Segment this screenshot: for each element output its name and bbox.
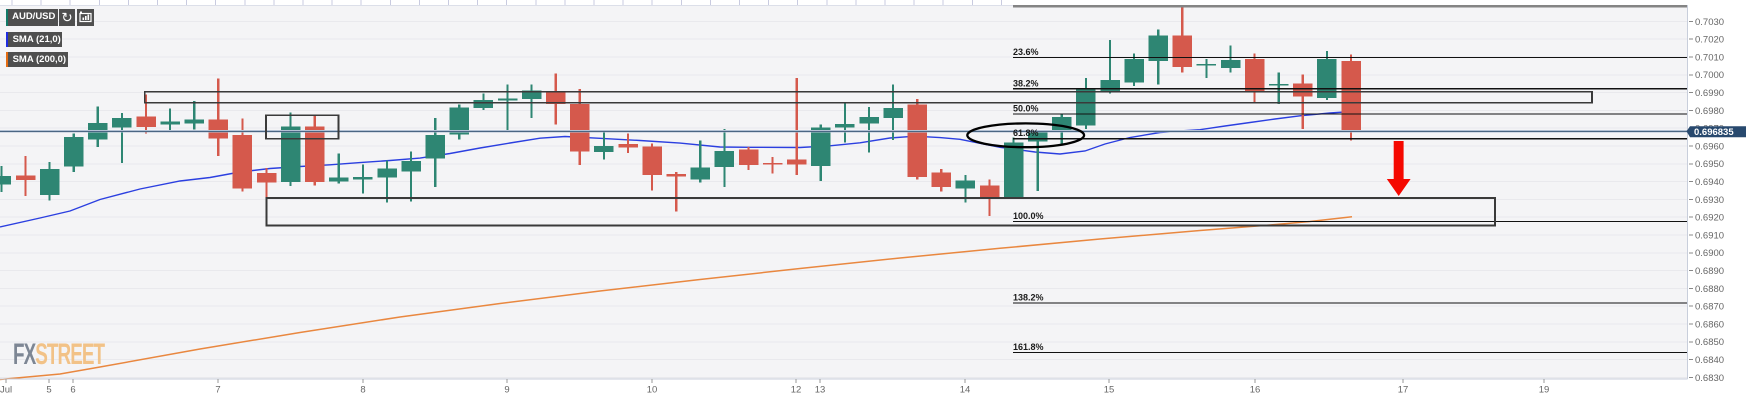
svg-text:138.2%: 138.2% — [1013, 293, 1044, 303]
svg-text:61.8%: 61.8% — [1013, 128, 1039, 138]
svg-text:0.6870: 0.6870 — [1695, 302, 1724, 313]
svg-text:23.6%: 23.6% — [1013, 47, 1039, 57]
svg-text:Jul: Jul — [0, 385, 12, 396]
svg-text:10: 10 — [647, 385, 658, 396]
svg-text:7: 7 — [215, 385, 220, 396]
svg-text:0.7020: 0.7020 — [1695, 35, 1724, 46]
svg-text:0.7030: 0.7030 — [1695, 17, 1724, 28]
svg-text:0.6940: 0.6940 — [1695, 177, 1724, 188]
svg-text:0.6860: 0.6860 — [1695, 319, 1724, 330]
svg-text:14: 14 — [960, 385, 971, 396]
svg-text:13: 13 — [815, 385, 826, 396]
svg-text:0.6960: 0.6960 — [1695, 141, 1724, 152]
svg-text:0.6840: 0.6840 — [1695, 355, 1724, 366]
svg-text:0.6850: 0.6850 — [1695, 337, 1724, 348]
svg-text:19: 19 — [1539, 385, 1550, 396]
svg-text:0.6990: 0.6990 — [1695, 88, 1724, 99]
svg-text:0.6950: 0.6950 — [1695, 159, 1724, 170]
svg-text:9: 9 — [504, 385, 509, 396]
svg-text:0.6920: 0.6920 — [1695, 213, 1724, 224]
svg-text:0.6890: 0.6890 — [1695, 266, 1724, 277]
svg-text:17: 17 — [1398, 385, 1409, 396]
svg-text:0.6930: 0.6930 — [1695, 195, 1724, 206]
svg-text:0.6910: 0.6910 — [1695, 230, 1724, 241]
svg-text:0.6980: 0.6980 — [1695, 106, 1724, 117]
svg-text:0.6900: 0.6900 — [1695, 248, 1724, 259]
svg-text:5: 5 — [46, 385, 51, 396]
svg-text:6: 6 — [70, 385, 75, 396]
svg-text:0.7010: 0.7010 — [1695, 52, 1724, 63]
svg-text:0.6880: 0.6880 — [1695, 284, 1724, 295]
svg-text:0.6830: 0.6830 — [1695, 373, 1724, 384]
svg-text:0.7000: 0.7000 — [1695, 70, 1724, 81]
svg-text:50.0%: 50.0% — [1013, 104, 1039, 114]
svg-text:100.0%: 100.0% — [1013, 211, 1044, 221]
svg-text:8: 8 — [360, 385, 365, 396]
svg-text:16: 16 — [1250, 385, 1261, 396]
svg-text:161.8%: 161.8% — [1013, 342, 1044, 352]
svg-text:12: 12 — [791, 385, 802, 396]
svg-text:0.696835: 0.696835 — [1694, 127, 1734, 138]
svg-text:38.2%: 38.2% — [1013, 78, 1039, 88]
svg-text:15: 15 — [1104, 385, 1115, 396]
